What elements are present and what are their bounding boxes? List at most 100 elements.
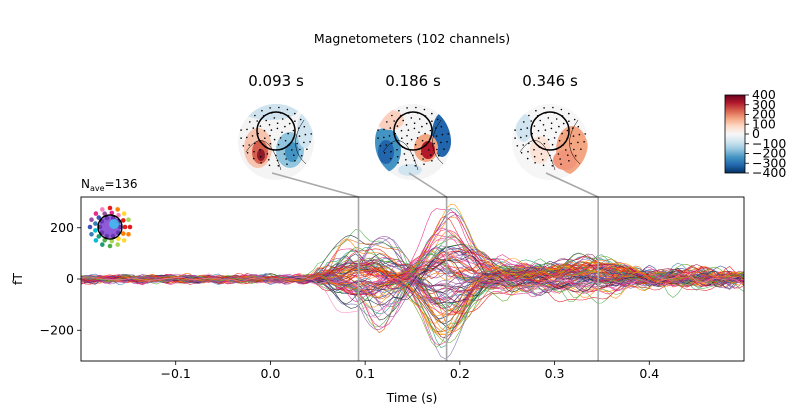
- sensor-dot: [547, 117, 550, 119]
- sensor-dot: [286, 163, 288, 165]
- sensor-dot: [420, 153, 423, 155]
- y-tick-label: 0: [66, 271, 74, 286]
- legend-sensor-dot: [100, 242, 105, 247]
- sensor-dot: [423, 108, 426, 111]
- butterfly-plot: −0.1 0.0 0.1 0.2 0.3 0.4 200 0 −200: [40, 196, 745, 381]
- sensor-dot: [407, 129, 410, 131]
- sensor-dot: [425, 144, 427, 146]
- sensor-dot: [538, 137, 540, 139]
- sensor-dot: [240, 129, 242, 131]
- sensor-dot: [269, 134, 271, 137]
- sensor-dot: [441, 133, 444, 136]
- sensor-dot: [394, 132, 397, 135]
- x-tick-label: 0.2: [450, 366, 470, 381]
- legend-sensor-dot: [126, 217, 131, 222]
- legend-sensor-dot: [109, 238, 115, 244]
- channel-trace: [81, 251, 744, 287]
- sensor-dot: [562, 144, 564, 146]
- sensor-dot: [551, 165, 554, 167]
- sensor-dot: [527, 150, 529, 153]
- topomap-leader-line: [545, 172, 599, 198]
- y-tick-label: −200: [40, 322, 74, 337]
- sensor-dot: [413, 127, 416, 130]
- contour-line: [295, 119, 307, 165]
- sensor-dot: [377, 137, 379, 139]
- legend-sensor-dot: [107, 205, 113, 211]
- sensor-dot: [414, 165, 417, 167]
- legend-sensor-dot: [93, 238, 99, 243]
- sensor-dot: [514, 137, 516, 139]
- colorbar-tick-label: 100: [752, 116, 776, 131]
- sensor-dot: [389, 157, 392, 160]
- sensor-dot: [565, 149, 567, 151]
- sensor-dot: [257, 132, 260, 135]
- sensor-dot: [291, 149, 293, 151]
- sensor-dot: [254, 114, 256, 117]
- sensor-dot: [288, 122, 291, 125]
- sensor-dot: [543, 142, 546, 145]
- sensor-dot: [550, 127, 553, 130]
- sensor-dot: [418, 148, 420, 150]
- sensor-dot: [287, 115, 290, 117]
- sensor-dot: [264, 146, 267, 148]
- legend-sensor-dot: [89, 217, 94, 222]
- topomap-label-2: 0.186 s: [385, 72, 441, 90]
- sensor-dot: [273, 138, 276, 141]
- sensor-dot: [386, 121, 388, 123]
- legend-head-outline: [97, 214, 123, 240]
- sensor-color-legend-icon: [87, 205, 133, 249]
- sensor-dot: [526, 127, 529, 129]
- sensor-dot: [406, 142, 409, 145]
- channel-trace: [81, 248, 744, 316]
- legend-sensor-dot: [93, 228, 98, 233]
- sensor-dot: [577, 125, 580, 128]
- sensor-dot: [522, 144, 524, 146]
- sensor-dot: [401, 146, 404, 148]
- topomap-leader-line: [408, 172, 448, 198]
- colorbar-tick-label: 400: [752, 87, 776, 102]
- topomap-1: [238, 104, 314, 180]
- sensor-dot: [383, 152, 386, 154]
- sensor-dot: [298, 135, 301, 137]
- sensor-dot: [533, 155, 536, 158]
- sensor-dot: [268, 124, 271, 126]
- sensor-dot: [415, 106, 417, 109]
- sensor-dot: [531, 132, 533, 135]
- suptitle: Magnetometers (102 channels): [314, 31, 510, 46]
- x-axis-label: Time (s): [386, 390, 438, 405]
- channel-trace: [81, 244, 744, 309]
- sensor-dot: [526, 157, 529, 160]
- sensor-dot: [447, 133, 450, 135]
- sensor-dot: [560, 108, 563, 111]
- sensor-dot: [265, 119, 268, 122]
- sensor-dot: [408, 112, 410, 114]
- colorbar-tick-label: −100: [752, 136, 786, 151]
- legend-sensor-dot: [115, 207, 120, 212]
- channel-trace: [81, 261, 744, 339]
- sensor-dot: [520, 136, 522, 139]
- sensor-dot: [530, 120, 532, 122]
- y-axis-label: fT: [10, 273, 25, 285]
- sensor-dot: [283, 153, 286, 155]
- contour-line: [432, 119, 444, 165]
- sensor-dot: [570, 142, 572, 145]
- sensor-dot: [539, 119, 541, 122]
- sensor-dot: [262, 115, 265, 117]
- contour-line: [382, 140, 419, 171]
- sensor-dot: [552, 106, 554, 109]
- sensor-dot: [406, 107, 408, 109]
- sensor-dot: [537, 129, 540, 132]
- sensor-dot: [306, 148, 308, 150]
- colorbar-gradient: [724, 94, 746, 174]
- sensor-dot: [396, 125, 399, 127]
- sensor-dot: [389, 127, 392, 129]
- sensor-dot: [545, 112, 547, 114]
- sensor-dot: [281, 148, 283, 150]
- legend-sensor-dot: [96, 215, 102, 220]
- sensor-dot: [568, 120, 570, 122]
- sensor-dot: [383, 136, 385, 139]
- legend-sensor-dot: [116, 236, 121, 241]
- sensor-dot: [514, 129, 516, 131]
- sensor-dot: [533, 125, 536, 127]
- sensor-dot: [410, 138, 413, 141]
